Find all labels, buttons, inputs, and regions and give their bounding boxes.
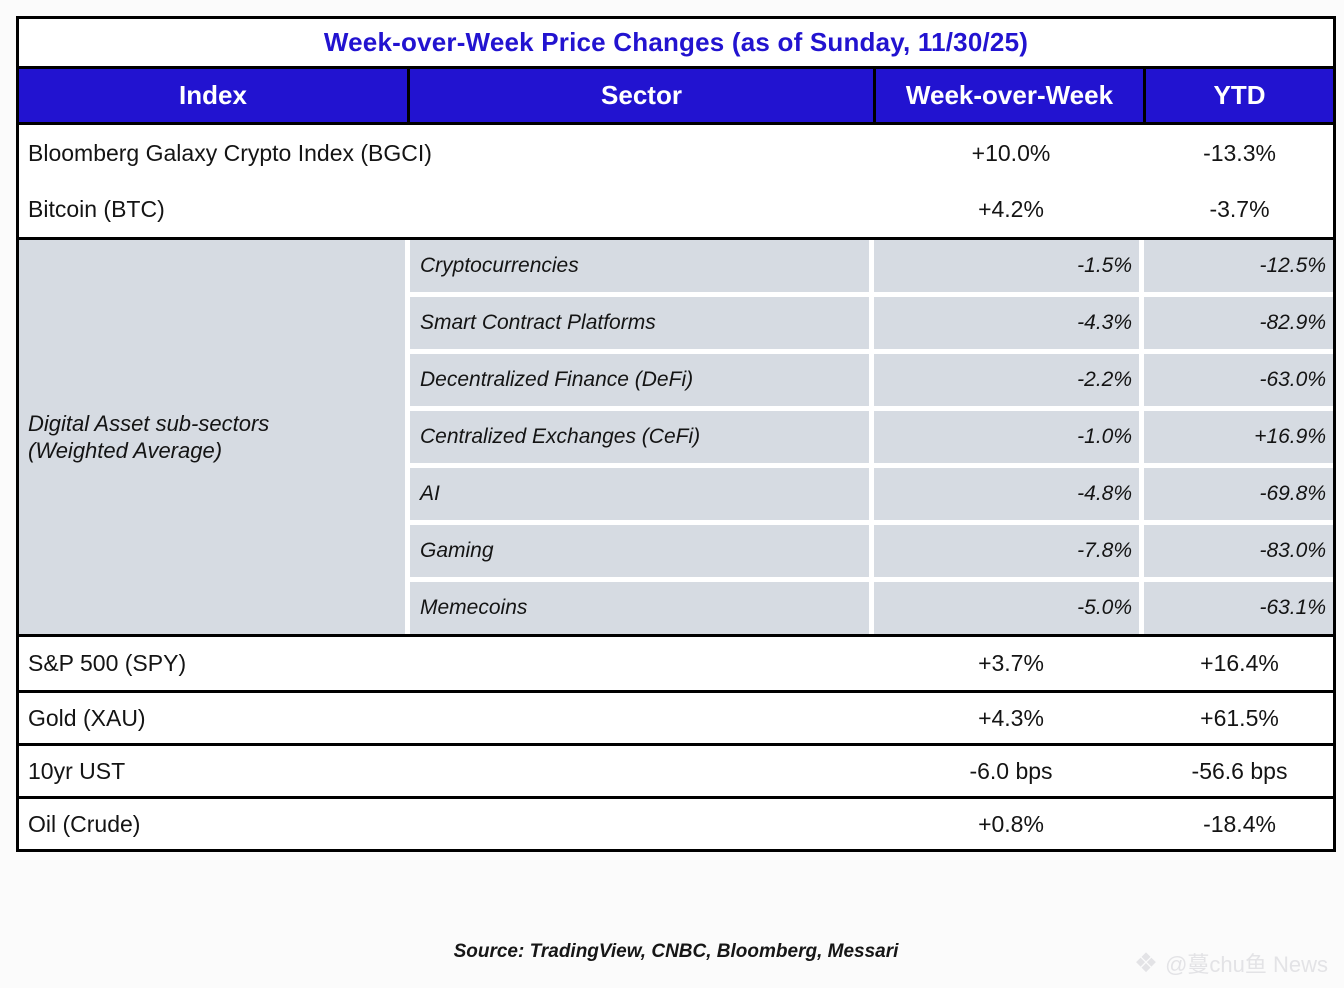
sector-cell: Cryptocurrencies [410,240,869,292]
sector-cell: Gaming [410,525,869,577]
ytd-value: +61.5% [1200,704,1279,731]
wow-value: -2.2% [874,354,1139,406]
ytd-value: -63.1% [1144,582,1333,634]
column-header-ytd: YTD [1146,69,1333,122]
watermark-text: @蔓chu鱼 News [1165,952,1328,977]
subsector-section: Digital Asset sub-sectors (Weighted Aver… [19,237,1333,634]
sector-cell: Memecoins [410,582,869,634]
subsector-label-line1: Digital Asset sub-sectors [28,410,270,436]
wow-value: -5.0% [874,582,1139,634]
subsector-merged-label: Digital Asset sub-sectors (Weighted Aver… [19,240,405,634]
index-rows-bottom: S&P 500 (SPY) +3.7% +16.4% Gold (XAU) +4… [19,634,1333,849]
table-row-gold: Gold (XAU) +4.3% +61.5% [19,690,1333,743]
ytd-value: -63.0% [1144,354,1333,406]
wow-value: +10.0% [971,139,1051,166]
ytd-value: -18.4% [1203,810,1276,837]
table-title-row: Week-over-Week Price Changes (as of Sund… [19,19,1333,69]
sector-cell: Centralized Exchanges (CeFi) [410,411,869,463]
column-header-sector: Sector [410,69,876,122]
wow-value: +4.3% [978,704,1044,731]
table-row-oil: Oil (Crude) +0.8% -18.4% [19,796,1333,849]
wow-value: +3.7% [978,650,1044,676]
column-header-index: Index [19,69,410,122]
price-changes-table: Week-over-Week Price Changes (as of Sund… [16,16,1336,852]
table-title: Week-over-Week Price Changes (as of Sund… [323,27,1029,57]
table-header-row: Index Sector Week-over-Week YTD [19,69,1333,125]
ytd-value: -3.7% [1209,195,1270,222]
wow-value: +4.2% [978,195,1044,222]
ytd-value: +16.9% [1144,411,1333,463]
wow-value: -6.0 bps [969,757,1053,784]
row-label: Bitcoin (BTC) [28,195,165,222]
row-label: Gold (XAU) [28,704,146,731]
wow-value: -7.8% [874,525,1139,577]
ytd-value: -13.3% [1203,139,1276,166]
row-label: Oil (Crude) [28,810,141,837]
ytd-value: -69.8% [1144,468,1333,520]
source-attribution: Source: TradingView, CNBC, Bloomberg, Me… [453,941,899,962]
ytd-value: -82.9% [1144,297,1333,349]
row-label: Bloomberg Galaxy Crypto Index (BGCI) [28,139,432,166]
wow-value: +0.8% [978,810,1044,837]
index-rows-top: Bloomberg Galaxy Crypto Index (BGCI) +10… [19,125,1333,237]
sector-cell: AI [410,468,869,520]
ytd-value: -56.6 bps [1191,757,1288,784]
wow-value: -1.5% [874,240,1139,292]
table-row-bitcoin: Bitcoin (BTC) +4.2% -3.7% [19,181,1333,237]
table-row-bgci: Bloomberg Galaxy Crypto Index (BGCI) +10… [19,125,1333,181]
row-label: 10yr UST [28,757,126,784]
wow-value: -4.3% [874,297,1139,349]
subsector-label-line2: (Weighted Average) [28,438,223,463]
sector-cell: Decentralized Finance (DeFi) [410,354,869,406]
table-row-10yr-ust: 10yr UST -6.0 bps -56.6 bps [19,743,1333,796]
watermark: ❖ @蔓chu鱼 News [1134,947,1328,979]
ytd-value: +16.4% [1200,650,1279,676]
sector-cell: Smart Contract Platforms [410,297,869,349]
column-header-week-over-week: Week-over-Week [876,69,1146,122]
ytd-value: -12.5% [1144,240,1333,292]
diamond-logo-icon: ❖ [1133,947,1159,978]
row-label: S&P 500 (SPY) [28,650,187,676]
wow-value: -1.0% [874,411,1139,463]
table-row-sp500: S&P 500 (SPY) +3.7% +16.4% [19,637,1333,690]
wow-value: -4.8% [874,468,1139,520]
ytd-value: -83.0% [1144,525,1333,577]
